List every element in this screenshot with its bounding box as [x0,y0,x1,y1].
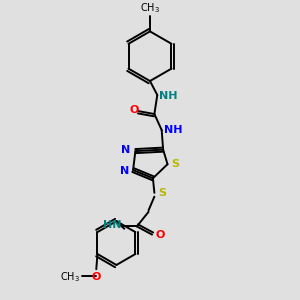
Text: S: S [158,188,166,198]
Text: N: N [122,145,131,154]
Text: NH: NH [164,125,182,135]
Text: HN: HN [103,220,121,230]
Text: O: O [155,230,165,241]
Text: CH$_3$: CH$_3$ [140,2,160,15]
Text: CH$_3$: CH$_3$ [60,270,80,284]
Text: NH: NH [159,91,178,101]
Text: S: S [172,159,180,169]
Text: O: O [130,105,139,115]
Text: O: O [92,272,101,282]
Text: N: N [120,166,129,176]
